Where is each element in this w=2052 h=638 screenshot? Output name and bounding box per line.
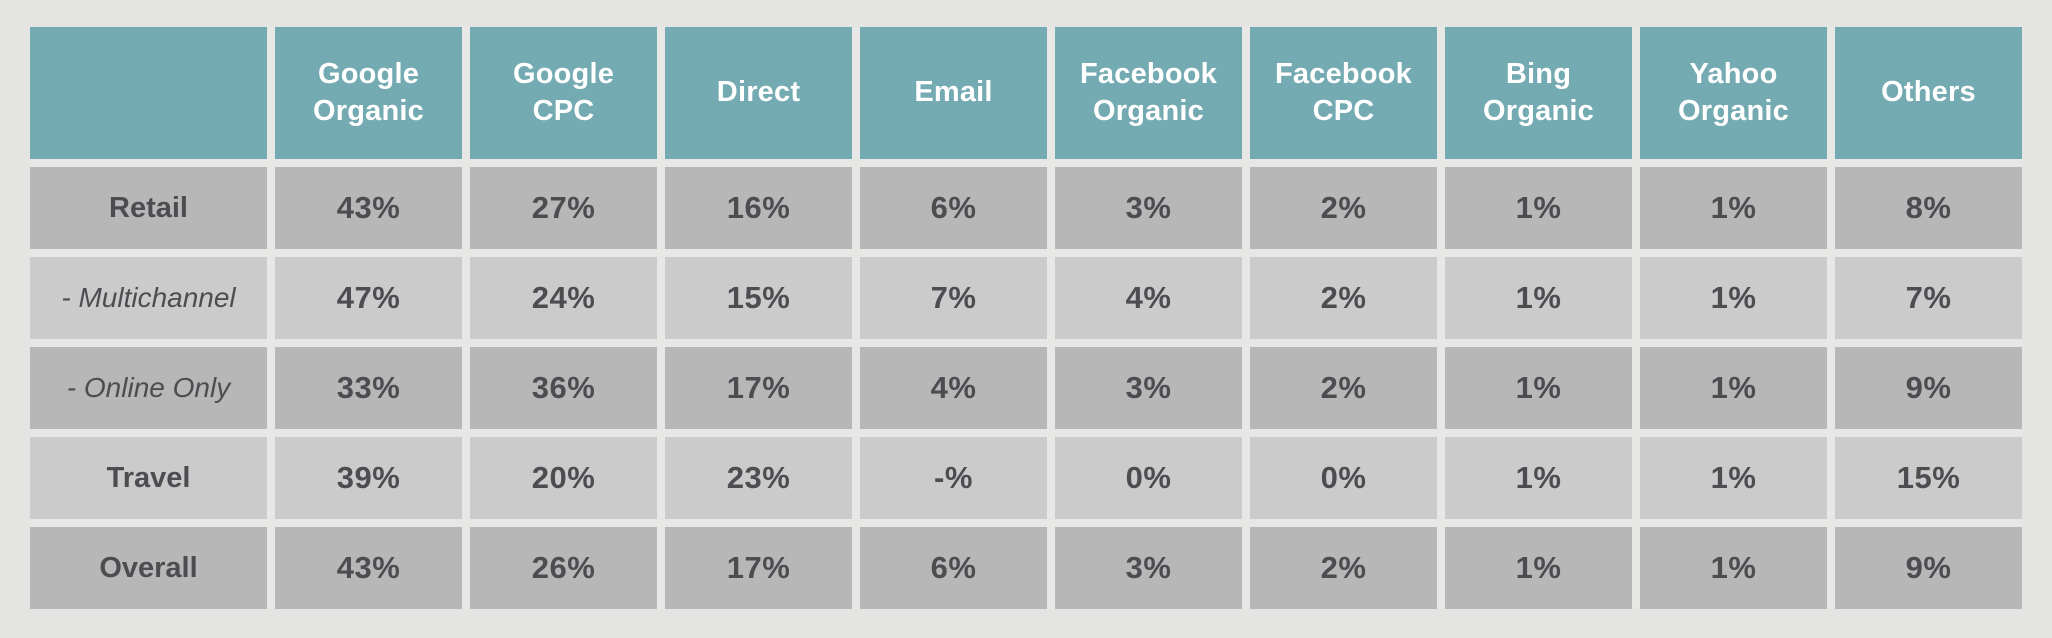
value-cell: 39% [275, 437, 462, 519]
header-cell-direct: Direct [665, 27, 852, 159]
value-cell: 1% [1445, 347, 1632, 429]
value-cell: 17% [665, 347, 852, 429]
value-cell: 0% [1250, 437, 1437, 519]
header-cell-bing-organic: Bing Organic [1445, 27, 1632, 159]
value-cell: 33% [275, 347, 462, 429]
value-cell: 1% [1445, 167, 1632, 249]
header-cell-facebook-cpc: Facebook CPC [1250, 27, 1437, 159]
value-cell: 0% [1055, 437, 1242, 519]
value-cell: 1% [1640, 437, 1827, 519]
header-cell-others: Others [1835, 27, 2022, 159]
value-cell: 17% [665, 527, 852, 609]
header-cell-google-cpc: Google CPC [470, 27, 657, 159]
value-cell: 23% [665, 437, 852, 519]
value-cell: 43% [275, 527, 462, 609]
value-cell: 26% [470, 527, 657, 609]
value-cell: 6% [860, 167, 1047, 249]
value-cell: 43% [275, 167, 462, 249]
value-cell: 7% [860, 257, 1047, 339]
traffic-sources-table: Google Organic Google CPC Direct Email F… [30, 27, 2022, 609]
value-cell: 6% [860, 527, 1047, 609]
value-cell: 36% [470, 347, 657, 429]
value-cell: 16% [665, 167, 852, 249]
value-cell: 27% [470, 167, 657, 249]
value-cell: 15% [1835, 437, 2022, 519]
header-cell-google-organic: Google Organic [275, 27, 462, 159]
value-cell: 1% [1640, 347, 1827, 429]
value-cell: 4% [1055, 257, 1242, 339]
value-cell: -% [860, 437, 1047, 519]
value-cell: 15% [665, 257, 852, 339]
header-cell-email: Email [860, 27, 1047, 159]
value-cell: 1% [1445, 437, 1632, 519]
value-cell: 1% [1640, 257, 1827, 339]
value-cell: 2% [1250, 257, 1437, 339]
value-cell: 3% [1055, 167, 1242, 249]
value-cell: 7% [1835, 257, 2022, 339]
row-label-overall: Overall [30, 527, 267, 609]
value-cell: 1% [1445, 257, 1632, 339]
value-cell: 4% [860, 347, 1047, 429]
row-label-travel: Travel [30, 437, 267, 519]
header-cell-facebook-organic: Facebook Organic [1055, 27, 1242, 159]
value-cell: 9% [1835, 347, 2022, 429]
row-label-multichannel: - Multichannel [30, 257, 267, 339]
value-cell: 1% [1640, 167, 1827, 249]
value-cell: 2% [1250, 167, 1437, 249]
value-cell: 1% [1640, 527, 1827, 609]
row-label-online-only: - Online Only [30, 347, 267, 429]
value-cell: 20% [470, 437, 657, 519]
value-cell: 2% [1250, 527, 1437, 609]
value-cell: 24% [470, 257, 657, 339]
value-cell: 2% [1250, 347, 1437, 429]
header-cell-yahoo-organic: Yahoo Organic [1640, 27, 1827, 159]
value-cell: 3% [1055, 527, 1242, 609]
value-cell: 1% [1445, 527, 1632, 609]
value-cell: 47% [275, 257, 462, 339]
value-cell: 9% [1835, 527, 2022, 609]
value-cell: 8% [1835, 167, 2022, 249]
row-label-retail: Retail [30, 167, 267, 249]
value-cell: 3% [1055, 347, 1242, 429]
corner-cell [30, 27, 267, 159]
